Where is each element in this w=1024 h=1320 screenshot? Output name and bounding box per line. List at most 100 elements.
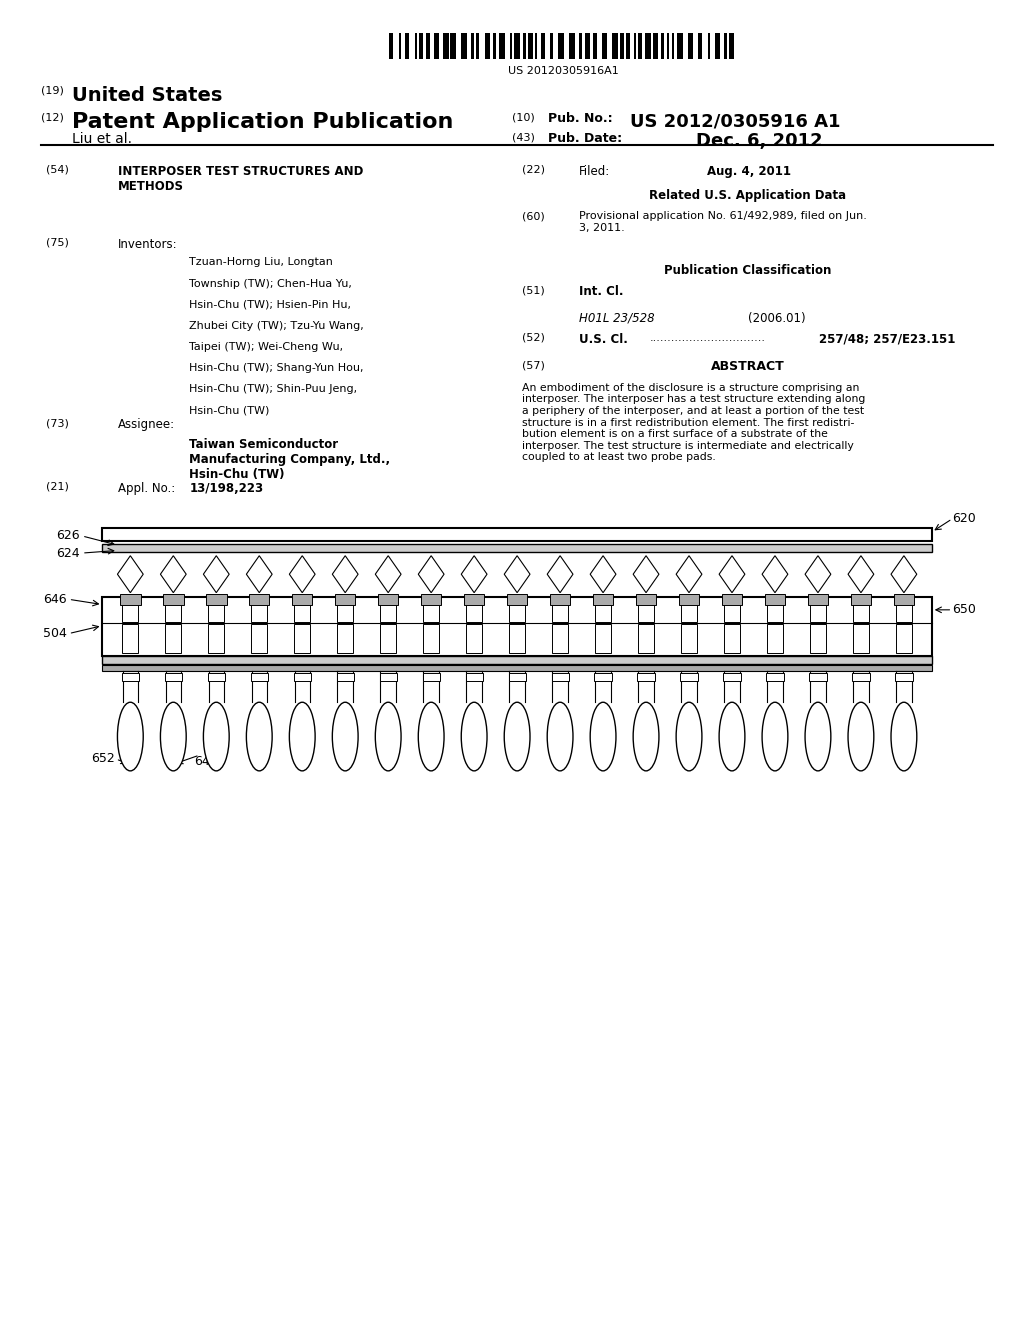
Bar bbox=[593, 33, 597, 59]
Bar bbox=[476, 33, 479, 59]
Text: (19): (19) bbox=[41, 86, 63, 96]
Polygon shape bbox=[762, 556, 787, 593]
Text: 624: 624 bbox=[56, 546, 80, 560]
Bar bbox=[165, 624, 181, 653]
Bar bbox=[673, 33, 674, 59]
Bar bbox=[851, 594, 871, 605]
Bar bbox=[466, 603, 482, 622]
Text: (2006.01): (2006.01) bbox=[748, 312, 805, 325]
Bar bbox=[680, 673, 697, 681]
Bar bbox=[466, 673, 482, 681]
Text: (10): (10) bbox=[512, 112, 535, 123]
Text: 650: 650 bbox=[952, 603, 976, 616]
Text: (21): (21) bbox=[46, 482, 69, 492]
Ellipse shape bbox=[333, 702, 358, 771]
Bar bbox=[766, 673, 783, 681]
Bar bbox=[595, 673, 611, 681]
Ellipse shape bbox=[590, 702, 616, 771]
Text: Zhubei City (TW); Tzu-Yu Wang,: Zhubei City (TW); Tzu-Yu Wang, bbox=[189, 321, 365, 331]
Polygon shape bbox=[161, 556, 186, 593]
Bar bbox=[208, 673, 225, 681]
Ellipse shape bbox=[633, 702, 658, 771]
Text: (75): (75) bbox=[46, 238, 69, 248]
Text: Related U.S. Application Data: Related U.S. Application Data bbox=[649, 189, 846, 202]
Ellipse shape bbox=[719, 702, 744, 771]
Bar bbox=[723, 673, 740, 681]
Bar bbox=[638, 673, 654, 681]
Ellipse shape bbox=[247, 702, 272, 771]
Text: H01L 23/528: H01L 23/528 bbox=[579, 312, 654, 325]
Bar bbox=[500, 33, 505, 59]
Text: (54): (54) bbox=[46, 165, 69, 176]
Bar bbox=[208, 624, 224, 653]
Bar bbox=[484, 33, 490, 59]
Bar bbox=[514, 33, 520, 59]
Ellipse shape bbox=[504, 702, 530, 771]
Bar bbox=[681, 624, 697, 653]
Text: 257/48; 257/E23.151: 257/48; 257/E23.151 bbox=[819, 333, 955, 346]
Polygon shape bbox=[247, 556, 272, 593]
Bar bbox=[767, 603, 783, 622]
Bar bbox=[165, 673, 182, 681]
Bar bbox=[380, 603, 396, 622]
Polygon shape bbox=[461, 556, 487, 593]
Bar bbox=[541, 33, 546, 59]
Text: 504: 504 bbox=[43, 627, 67, 640]
Bar bbox=[722, 594, 742, 605]
Text: Inventors:: Inventors: bbox=[118, 238, 177, 251]
Polygon shape bbox=[676, 556, 701, 593]
Ellipse shape bbox=[547, 702, 573, 771]
Polygon shape bbox=[418, 556, 444, 593]
Text: (60): (60) bbox=[522, 211, 545, 222]
Bar bbox=[896, 624, 912, 653]
Text: Int. Cl.: Int. Cl. bbox=[579, 285, 623, 298]
Text: Liu et al.: Liu et al. bbox=[72, 132, 132, 147]
Bar bbox=[511, 33, 512, 59]
Bar bbox=[165, 603, 181, 622]
Text: Hsin-Chu (TW); Shin-Puu Jeng,: Hsin-Chu (TW); Shin-Puu Jeng, bbox=[189, 384, 357, 395]
Text: Assignee:: Assignee: bbox=[118, 418, 175, 432]
Text: Hsin-Chu (TW); Hsien-Pin Hu,: Hsin-Chu (TW); Hsien-Pin Hu, bbox=[189, 300, 351, 310]
Bar bbox=[729, 33, 734, 59]
Text: 620: 620 bbox=[952, 512, 976, 525]
Bar bbox=[586, 33, 590, 59]
Bar bbox=[580, 33, 583, 59]
Text: ABSTRACT: ABSTRACT bbox=[711, 360, 784, 374]
Bar bbox=[652, 33, 658, 59]
Bar bbox=[466, 624, 482, 653]
Text: (43): (43) bbox=[512, 132, 535, 143]
Bar bbox=[552, 673, 568, 681]
Ellipse shape bbox=[676, 702, 701, 771]
Bar bbox=[251, 624, 267, 653]
Bar bbox=[464, 594, 484, 605]
Ellipse shape bbox=[118, 702, 143, 771]
Bar bbox=[595, 624, 611, 653]
Text: United States: United States bbox=[72, 86, 222, 104]
Bar bbox=[102, 528, 932, 541]
Bar bbox=[593, 594, 613, 605]
Polygon shape bbox=[547, 556, 573, 593]
Text: INTERPOSER TEST STRUCTURES AND
METHODS: INTERPOSER TEST STRUCTURES AND METHODS bbox=[118, 165, 364, 193]
Polygon shape bbox=[633, 556, 658, 593]
Bar bbox=[399, 33, 400, 59]
Bar bbox=[335, 594, 355, 605]
Text: Filed:: Filed: bbox=[579, 165, 610, 178]
Bar bbox=[638, 624, 654, 653]
Bar bbox=[122, 624, 138, 653]
Bar bbox=[423, 624, 439, 653]
Text: An embodiment of the disclosure is a structure comprising an
interposer. The int: An embodiment of the disclosure is a str… bbox=[522, 383, 865, 462]
Bar bbox=[620, 33, 624, 59]
Bar bbox=[415, 33, 417, 59]
Bar bbox=[808, 594, 828, 605]
Bar bbox=[294, 624, 310, 653]
Bar bbox=[638, 603, 654, 622]
Bar bbox=[462, 33, 467, 59]
Bar bbox=[494, 33, 497, 59]
Ellipse shape bbox=[848, 702, 873, 771]
Text: US 20120305916A1: US 20120305916A1 bbox=[508, 66, 618, 77]
Text: (57): (57) bbox=[522, 360, 545, 371]
Text: (51): (51) bbox=[522, 285, 545, 296]
Bar bbox=[337, 603, 353, 622]
Bar bbox=[421, 594, 441, 605]
Text: Hsin-Chu (TW); Shang-Yun Hou,: Hsin-Chu (TW); Shang-Yun Hou, bbox=[189, 363, 364, 374]
